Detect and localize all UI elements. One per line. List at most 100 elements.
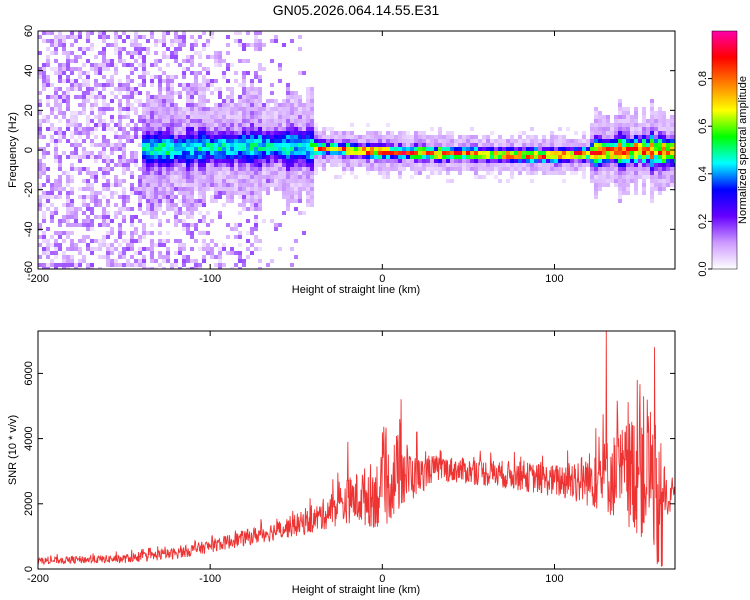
- heatmap-cell: [550, 151, 554, 155]
- heatmap-cell: [298, 147, 302, 151]
- heatmap-cell: [198, 55, 202, 59]
- heatmap-cell: [246, 119, 250, 123]
- heatmap-cell: [262, 151, 266, 155]
- heatmap-cell: [194, 263, 198, 267]
- heatmap-cell: [102, 103, 106, 107]
- heatmap-cell: [358, 147, 362, 151]
- heatmap-cell: [286, 179, 290, 183]
- heatmap-cell: [650, 175, 654, 179]
- heatmap-cell: [54, 187, 58, 191]
- heatmap-cell: [238, 255, 242, 259]
- heatmap-cell: [658, 179, 662, 183]
- heatmap-cell: [158, 167, 162, 171]
- heatmap-cell: [598, 147, 602, 151]
- heatmap-cell: [270, 175, 274, 179]
- heatmap-cell: [374, 131, 378, 135]
- heatmap-cell: [234, 251, 238, 255]
- heatmap-cell: [250, 123, 254, 127]
- heatmap-cell: [90, 227, 94, 231]
- heatmap-cell: [302, 231, 306, 235]
- heatmap-cell: [62, 95, 66, 99]
- heatmap-cell: [650, 123, 654, 127]
- heatmap-cell: [42, 215, 46, 219]
- heatmap-cell: [342, 167, 346, 171]
- heatmap-cell: [346, 159, 350, 163]
- heatmap-cell: [250, 111, 254, 115]
- heatmap-cell: [366, 139, 370, 143]
- heatmap-cell: [178, 211, 182, 215]
- heatmap-cell: [614, 167, 618, 171]
- heatmap-cell: [134, 151, 138, 155]
- heatmap-cell: [202, 195, 206, 199]
- heatmap-cell: [282, 135, 286, 139]
- heatmap-cell: [238, 99, 242, 103]
- heatmap-cell: [186, 227, 190, 231]
- heatmap-cell: [106, 107, 110, 111]
- heatmap-cell: [630, 123, 634, 127]
- heatmap-cell: [450, 139, 454, 143]
- heatmap-cell: [86, 35, 90, 39]
- heatmap-cell: [186, 199, 190, 203]
- heatmap-cell: [210, 135, 214, 139]
- heatmap-cell: [482, 159, 486, 163]
- heatmap-cell: [406, 135, 410, 139]
- heatmap-cell: [222, 123, 226, 127]
- colorbar: 0.00.20.40.60.8 Normalized spectral ampl…: [697, 30, 749, 277]
- heatmap-cell: [290, 143, 294, 147]
- heatmap-cell: [530, 155, 534, 159]
- heatmap-cell: [618, 167, 622, 171]
- heatmap-cell: [190, 147, 194, 151]
- heatmap-cell: [634, 159, 638, 163]
- heatmap-cell: [530, 143, 534, 147]
- heatmap-cell: [390, 143, 394, 147]
- heatmap-cell: [66, 107, 70, 111]
- heatmap-cell: [106, 183, 110, 187]
- heatmap-cell: [170, 107, 174, 111]
- heatmap-cell: [262, 123, 266, 127]
- heatmap-cell: [114, 87, 118, 91]
- heatmap-cell: [614, 171, 618, 175]
- heatmap-cell: [114, 47, 118, 51]
- heatmap-cell: [258, 195, 262, 199]
- heatmap-cell: [70, 35, 74, 39]
- heatmap-cell: [610, 175, 614, 179]
- heatmap-cell: [446, 151, 450, 155]
- heatmap-cell: [242, 87, 246, 91]
- heatmap-cell: [434, 143, 438, 147]
- heatmap-cell: [346, 135, 350, 139]
- heatmap-cell: [130, 71, 134, 75]
- heatmap-cell: [550, 147, 554, 151]
- heatmap-cell: [62, 51, 66, 55]
- heatmap-cell: [150, 255, 154, 259]
- heatmap-cell: [370, 155, 374, 159]
- heatmap-cell: [238, 119, 242, 123]
- heatmap-cell: [158, 99, 162, 103]
- heatmap-cell: [222, 191, 226, 195]
- heatmap-cell: [78, 87, 82, 91]
- heatmap-cell: [90, 119, 94, 123]
- heatmap-cell: [162, 183, 166, 187]
- heatmap-cell: [662, 119, 666, 123]
- heatmap-cell: [466, 155, 470, 159]
- heatmap-cell: [538, 147, 542, 151]
- heatmap-cell: [338, 131, 342, 135]
- heatmap-cell: [322, 135, 326, 139]
- heatmap-cell: [190, 111, 194, 115]
- heatmap-cell: [494, 147, 498, 151]
- heatmap-cell: [82, 147, 86, 151]
- heatmap-cell: [278, 147, 282, 151]
- heatmap-cell: [298, 211, 302, 215]
- heatmap-cell: [402, 139, 406, 143]
- heatmap-cell: [162, 175, 166, 179]
- heatmap-cell: [186, 211, 190, 215]
- heatmap-cell: [630, 131, 634, 135]
- heatmap-cell: [178, 91, 182, 95]
- heatmap-cell: [82, 167, 86, 171]
- heatmap-cell: [258, 123, 262, 127]
- heatmap-cell: [306, 187, 310, 191]
- heatmap-cell: [230, 111, 234, 115]
- heatmap-cell: [242, 187, 246, 191]
- heatmap-cell: [158, 135, 162, 139]
- heatmap-cell: [210, 115, 214, 119]
- heatmap-cell: [90, 211, 94, 215]
